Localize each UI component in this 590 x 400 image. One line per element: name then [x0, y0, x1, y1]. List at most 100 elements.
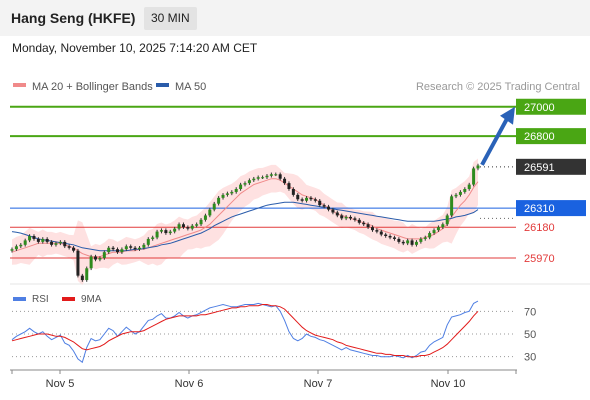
candle-body	[261, 177, 265, 179]
candle-body	[36, 238, 40, 242]
candle-body	[63, 241, 67, 247]
x-tick-label: Nov 7	[304, 378, 333, 390]
ma20-line	[11, 178, 479, 258]
candle-body	[151, 237, 155, 239]
candle-body	[177, 224, 181, 229]
candle-body	[76, 250, 80, 276]
candle-body	[309, 197, 313, 200]
chart-header: Hang Seng (HKFE) 30 MIN	[0, 0, 590, 36]
instrument-title: Hang Seng (HKFE)	[11, 10, 136, 26]
candle-body	[23, 240, 27, 245]
rsi-line	[11, 300, 479, 364]
legend-ma50-label: MA 50	[175, 81, 206, 93]
rsi-tick-70: 70	[524, 306, 536, 318]
x-tick-label: Nov 10	[431, 378, 466, 390]
level-label-26310: 26310	[524, 203, 555, 215]
candle-body	[278, 174, 282, 179]
candle-body	[186, 227, 190, 229]
candle-body	[388, 236, 392, 238]
rsi-tick-30: 30	[524, 352, 536, 364]
candle-body	[111, 247, 115, 250]
candle-body	[243, 183, 247, 185]
candle-body	[89, 256, 93, 269]
candle-body	[54, 243, 58, 245]
candle-body	[72, 247, 76, 251]
candle-body	[269, 174, 273, 176]
candle-body	[85, 268, 89, 281]
candle-body	[327, 206, 331, 210]
candle-body	[366, 224, 370, 228]
candle-body	[436, 227, 440, 231]
candle-body	[14, 246, 18, 250]
candle-body	[10, 249, 14, 251]
candle-body	[379, 231, 383, 235]
candle-body	[256, 177, 260, 179]
level-label-27000: 27000	[524, 102, 555, 114]
candle-body	[370, 227, 374, 231]
watermark: Research © 2025 Trading Central	[416, 81, 580, 93]
candle-body	[45, 238, 49, 242]
legend-ma20-swatch	[13, 83, 26, 87]
candle-body	[212, 203, 216, 210]
forecast-arrow-shaft	[480, 117, 509, 166]
candle-body	[234, 189, 238, 192]
level-label-26591: 26591	[524, 162, 555, 174]
candle-body	[146, 238, 150, 245]
candle-body	[164, 230, 168, 234]
candle-body	[392, 237, 396, 239]
candle-body	[454, 194, 458, 197]
candle-body	[472, 168, 476, 185]
candle-body	[313, 199, 317, 201]
candle-body	[344, 216, 348, 219]
candle-body	[384, 234, 388, 236]
ma50-line	[11, 201, 479, 252]
candle-body	[476, 165, 480, 169]
level-label-26180: 26180	[524, 222, 555, 234]
level-tag-26591	[516, 158, 586, 175]
candle-body	[41, 238, 45, 242]
candle-body	[98, 258, 102, 260]
level-label-26800: 26800	[524, 131, 555, 143]
candle-body	[155, 231, 159, 238]
level-label-25970: 25970	[524, 253, 555, 265]
candle-body	[340, 215, 344, 219]
candle-body	[450, 196, 454, 216]
candle-body	[168, 231, 172, 234]
legend-ma50-swatch	[156, 83, 169, 87]
candle-body	[375, 230, 379, 232]
candle-body	[331, 209, 335, 213]
candle-body	[428, 233, 432, 238]
candle-body	[349, 216, 353, 219]
candle-body	[419, 238, 423, 242]
candle-body	[300, 199, 304, 201]
level-tag-27000	[516, 98, 586, 115]
candle-body	[318, 200, 322, 206]
candle-body	[467, 184, 471, 189]
candle-body	[414, 241, 418, 245]
candle-body	[159, 230, 163, 232]
forecast-arrow-head	[500, 106, 515, 125]
candle-body	[287, 183, 291, 189]
candle-body	[239, 184, 243, 189]
candle-body	[291, 189, 295, 195]
candle-body	[199, 219, 203, 225]
candle-body	[252, 178, 256, 181]
candle-body	[102, 252, 106, 259]
candle-body	[322, 205, 326, 207]
candle-body	[28, 236, 32, 241]
candle-body	[107, 247, 111, 253]
level-tag-26310	[516, 200, 586, 217]
candle-body	[401, 241, 405, 244]
candle-body	[265, 175, 269, 178]
candle-body	[133, 247, 137, 250]
candle-body	[80, 275, 84, 281]
candle-body	[410, 240, 414, 245]
candle-body	[217, 197, 221, 204]
candle-body	[225, 193, 229, 195]
candle-body	[181, 224, 185, 228]
candle-body	[353, 218, 357, 220]
timeframe-button[interactable]: 30 MIN	[144, 7, 197, 30]
candle-body	[120, 249, 124, 253]
x-tick-label: Nov 6	[175, 378, 204, 390]
candle-body	[423, 237, 427, 239]
